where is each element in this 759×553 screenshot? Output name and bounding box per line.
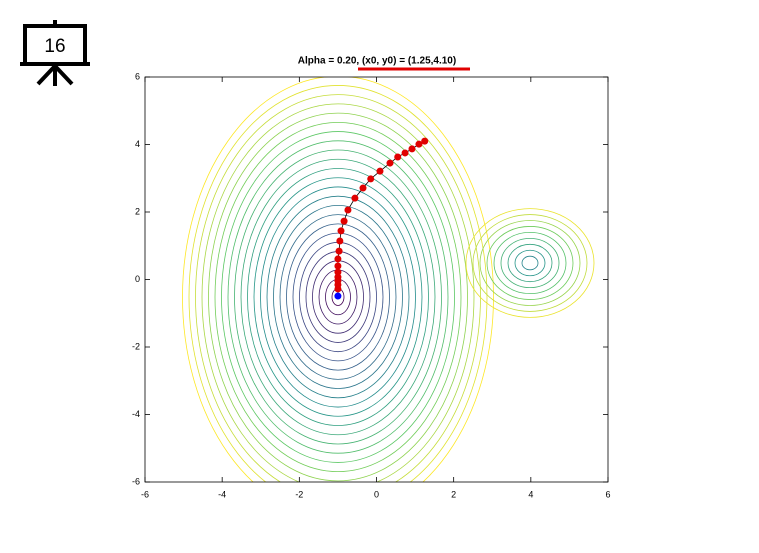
end-point <box>334 292 342 300</box>
path-point <box>421 137 429 145</box>
path-point <box>376 167 384 175</box>
y-tick-label: 0 <box>135 274 140 284</box>
x-tick-label: 2 <box>451 489 456 499</box>
chart-title: Alpha = 0.20, (x0, y0) = (1.25,4.10) <box>298 56 456 67</box>
contour-line <box>507 243 553 283</box>
contour-line <box>221 131 455 463</box>
contour-line <box>286 223 390 371</box>
path-point <box>344 206 352 214</box>
path-point <box>386 159 394 167</box>
contour-line <box>247 168 429 426</box>
contour-line <box>486 226 574 300</box>
y-tick-label: -6 <box>132 476 140 486</box>
y-tick-label: 2 <box>135 206 140 216</box>
path-point <box>336 237 344 245</box>
contour-line <box>260 186 416 408</box>
path-point <box>334 255 342 263</box>
path-point <box>415 140 423 148</box>
contour-line <box>182 77 494 482</box>
y-tick-label: 4 <box>135 139 140 149</box>
contour-line <box>521 255 539 271</box>
x-tick-label: -6 <box>141 489 149 499</box>
slide-number: 16 <box>44 36 65 57</box>
contour-line <box>266 195 410 399</box>
path-point <box>408 145 416 153</box>
x-tick-label: -4 <box>218 489 226 499</box>
x-tick-label: 4 <box>528 489 533 499</box>
contour-line <box>292 232 384 362</box>
contour-line <box>479 220 581 306</box>
contour-line <box>493 231 567 294</box>
x-tick-label: -2 <box>295 489 303 499</box>
path-point <box>335 247 343 255</box>
contour-line <box>234 149 442 445</box>
path-point <box>351 194 359 202</box>
contour-line <box>273 205 403 389</box>
y-tick-label: -2 <box>132 341 140 351</box>
contour-line <box>465 208 595 318</box>
path-point <box>334 285 342 293</box>
path-point <box>334 262 342 270</box>
plot-frame <box>144 76 609 483</box>
contour-line <box>279 214 397 380</box>
contour-line <box>472 214 588 312</box>
contour-line <box>253 177 423 417</box>
contour-line <box>500 237 560 289</box>
slide-number-icon <box>20 20 90 86</box>
path-point <box>334 268 342 276</box>
path-point <box>337 227 345 235</box>
contours <box>182 77 595 482</box>
contour-line <box>227 140 449 454</box>
contour-line <box>240 158 436 436</box>
path-point <box>367 175 375 183</box>
descent-path <box>337 140 425 297</box>
x-tick-label: 6 <box>605 489 610 499</box>
contour-line <box>214 121 462 473</box>
y-tick-label: -4 <box>132 409 140 419</box>
path-point <box>340 217 348 225</box>
y-tick-label: 6 <box>135 71 140 81</box>
contour-line <box>201 103 475 482</box>
contour-line <box>514 249 546 277</box>
path-point <box>359 184 367 192</box>
x-tick-label: 0 <box>374 489 379 499</box>
path-point <box>401 149 409 157</box>
contour-line <box>188 85 488 482</box>
path-point <box>394 153 402 161</box>
contour-line <box>208 112 468 482</box>
